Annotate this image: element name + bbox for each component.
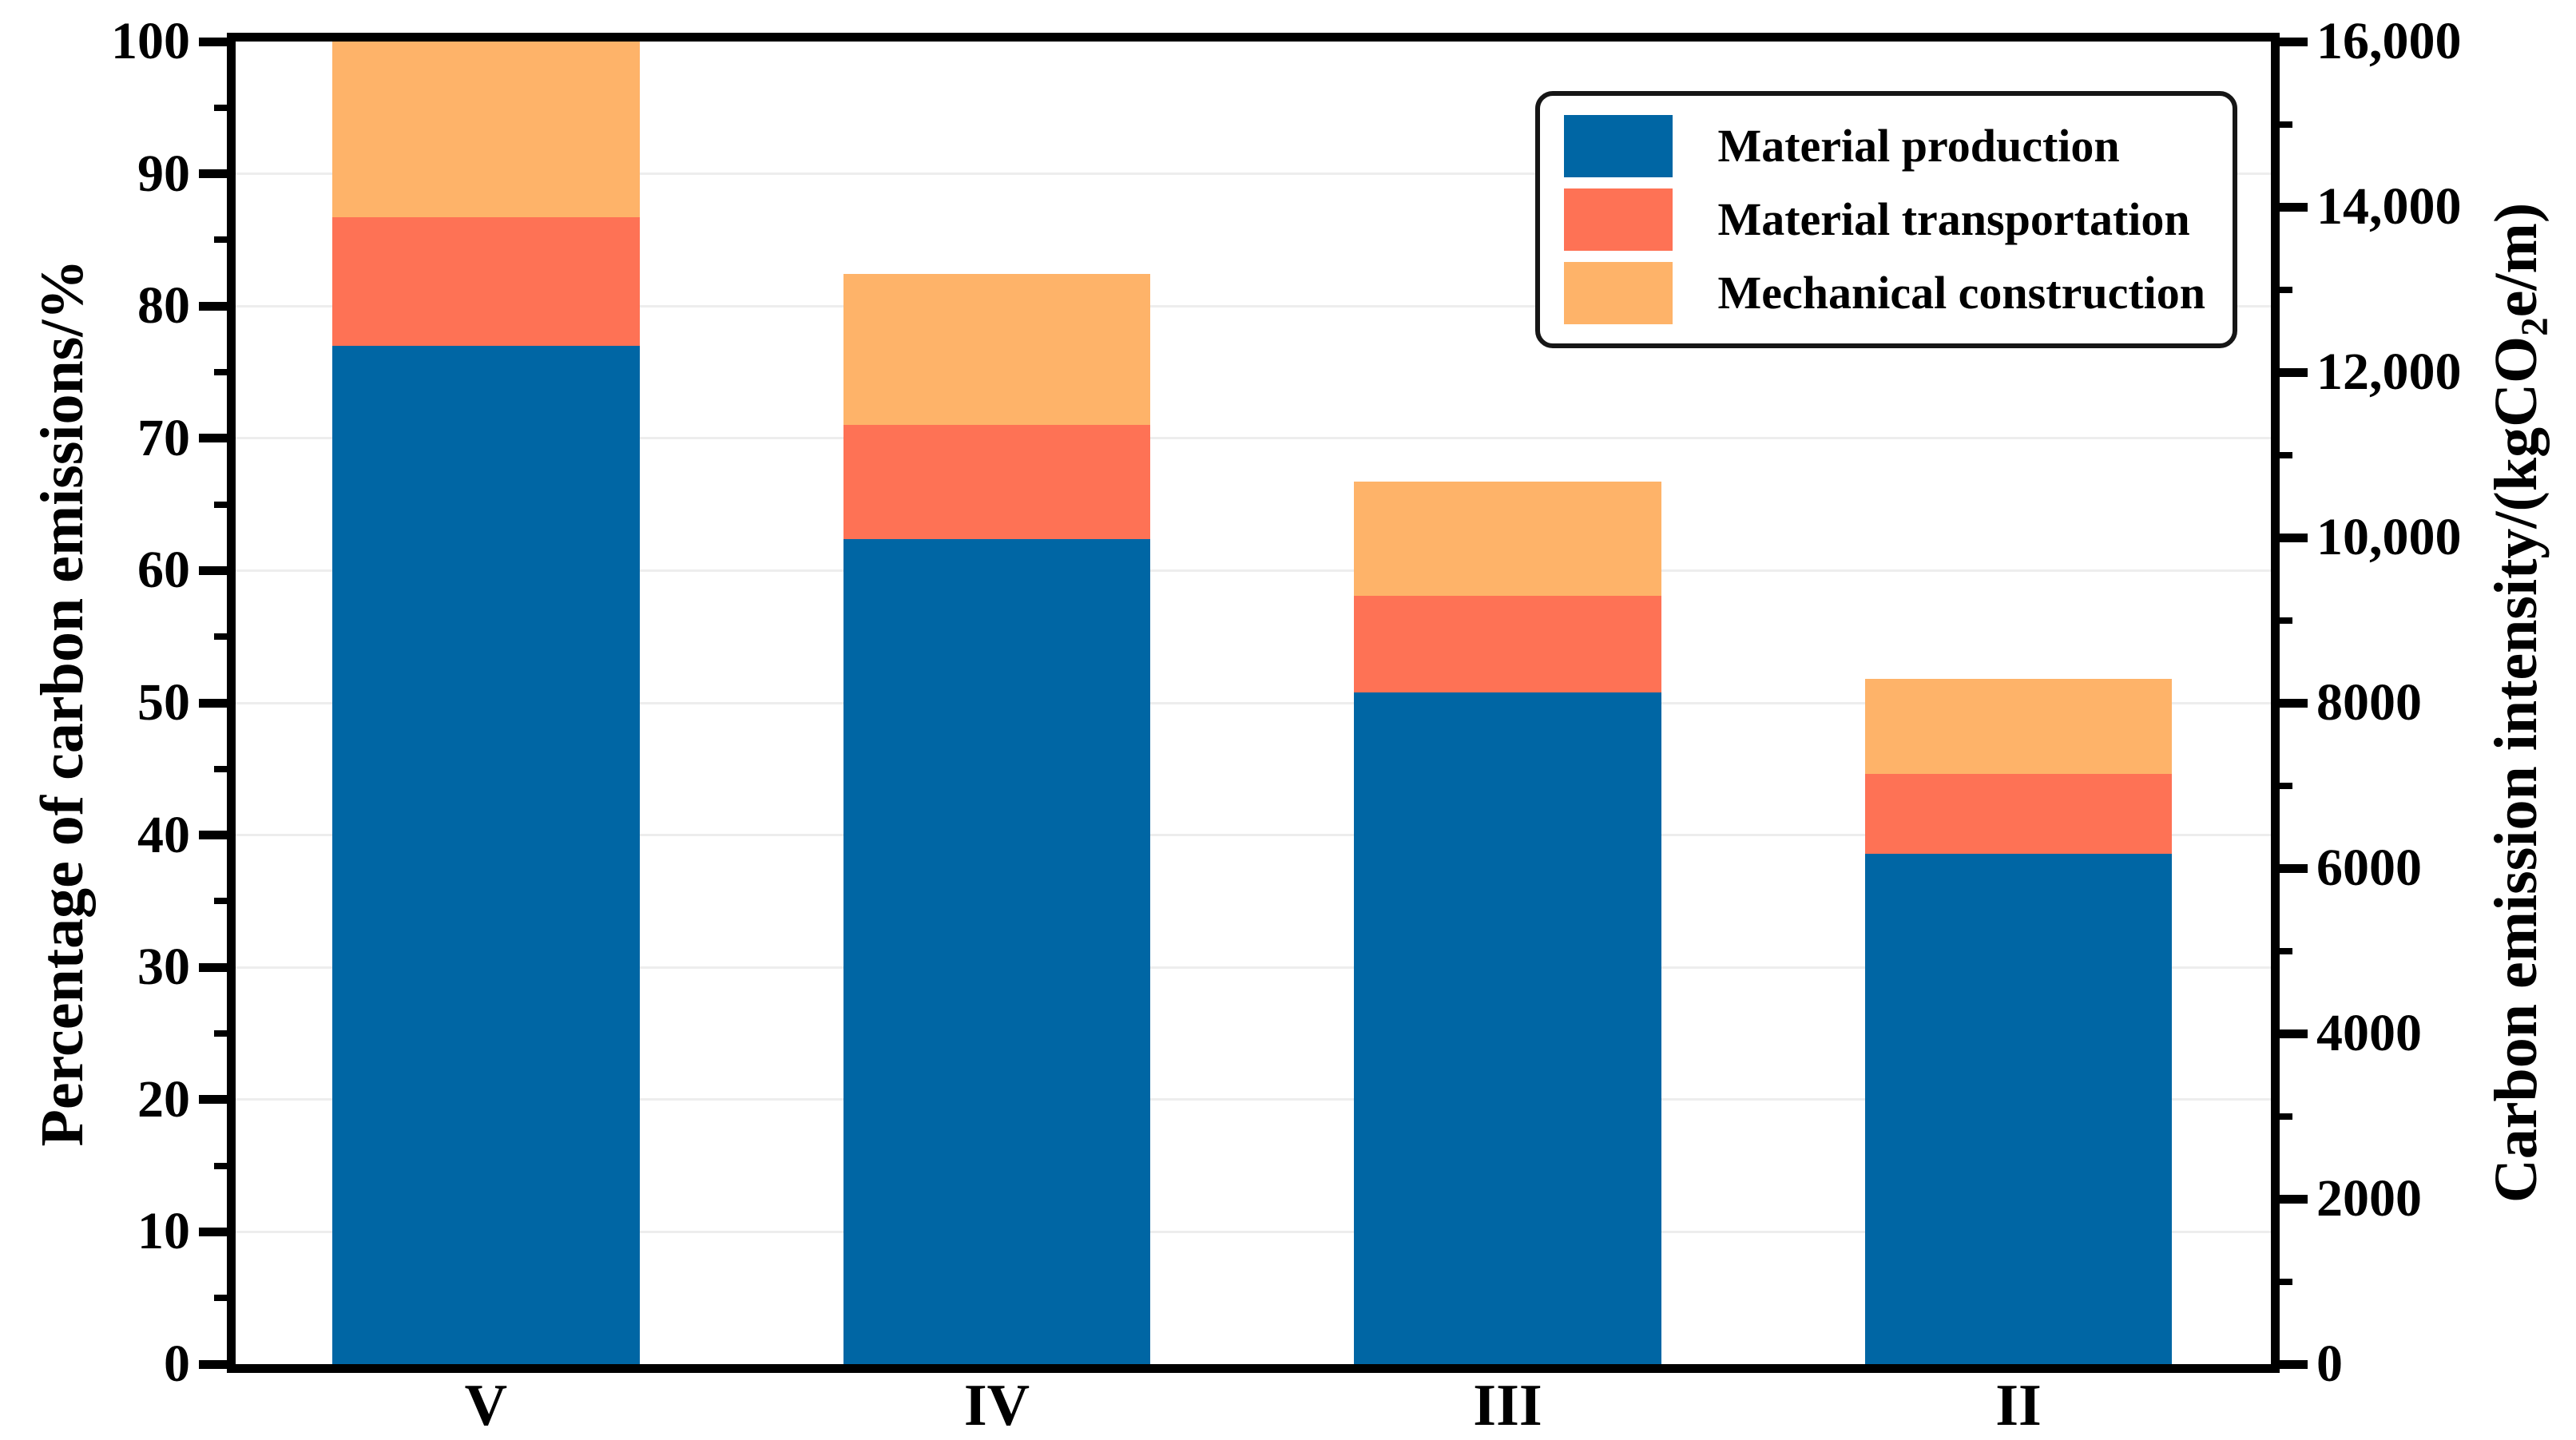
x-category-label-ii: II	[1995, 1373, 2042, 1438]
top-spine	[227, 33, 2280, 42]
bar-v-material-transportation	[332, 217, 640, 346]
right-tick-label-10-000: 10,000	[2316, 508, 2462, 566]
bar-v-material-production	[332, 345, 640, 1364]
right-major-tick-14000	[2271, 202, 2308, 212]
left-major-tick-100	[199, 37, 236, 46]
right-tick-label-6000: 6000	[2316, 839, 2422, 897]
right-tick-label-4000: 4000	[2316, 1004, 2422, 1062]
gridline-30	[236, 966, 2271, 969]
right-major-tick-0	[2271, 1359, 2308, 1369]
gridline-10	[236, 1230, 2271, 1233]
legend: Material production Material transportat…	[1535, 91, 2237, 348]
right-axis-title-prefix: Carbon emission intensity/(kgCO	[2483, 335, 2550, 1204]
bar-iii-material-production	[1354, 692, 1661, 1364]
left-minor-tick-25	[214, 1030, 236, 1037]
right-minor-tick-9000	[2271, 617, 2292, 624]
right-tick-label-16-000: 16,000	[2316, 12, 2462, 70]
left-minor-tick-55	[214, 633, 236, 641]
left-major-tick-70	[199, 434, 236, 443]
bar-iv-mechanical-construction	[843, 274, 1151, 426]
right-minor-tick-13000	[2271, 286, 2292, 293]
gridline-20	[236, 1098, 2271, 1101]
bar-ii-material-transportation	[1864, 774, 2173, 854]
left-tick-label-70: 70	[137, 408, 190, 467]
right-major-tick-12000	[2271, 367, 2308, 377]
left-tick-label-40: 40	[137, 805, 190, 864]
right-major-tick-8000	[2271, 698, 2308, 708]
right-minor-tick-11000	[2271, 451, 2292, 458]
left-major-tick-0	[199, 1359, 236, 1369]
left-minor-tick-65	[214, 501, 236, 508]
x-category-label-v: V	[464, 1373, 508, 1438]
x-category-label-iii: III	[1473, 1373, 1542, 1438]
left-tick-label-30: 30	[137, 938, 190, 997]
bar-v-mechanical-construction	[332, 42, 640, 218]
right-minor-tick-1000	[2271, 1278, 2292, 1285]
bar-ii-material-production	[1864, 853, 2173, 1364]
left-major-tick-50	[199, 698, 236, 708]
left-minor-tick-45	[214, 765, 236, 772]
right-tick-label-2000: 2000	[2316, 1169, 2422, 1228]
bar-iv-material-transportation	[843, 425, 1151, 539]
left-tick-label-50: 50	[137, 673, 190, 732]
right-tick-label-14-000: 14,000	[2316, 177, 2462, 236]
left-tick-label-100: 100	[111, 12, 190, 70]
left-major-tick-30	[199, 962, 236, 972]
left-major-tick-80	[199, 301, 236, 311]
gridline-80	[236, 304, 2271, 307]
legend-label-mechanical-construction: Mechanical construction	[1717, 267, 2205, 319]
bar-iii-mechanical-construction	[1354, 482, 1661, 596]
bar-iii-material-transportation	[1354, 595, 1661, 692]
left-minor-tick-85	[214, 236, 236, 244]
left-minor-tick-15	[214, 1162, 236, 1169]
gridline-90	[236, 173, 2271, 176]
bar-iv-material-production	[843, 538, 1151, 1364]
left-tick-label-90: 90	[137, 144, 190, 203]
legend-label-material-transportation: Material transportation	[1717, 193, 2190, 245]
x-category-label-iv: IV	[963, 1373, 1030, 1438]
legend-label-material-production: Material production	[1717, 120, 2120, 172]
right-major-tick-10000	[2271, 533, 2308, 542]
left-tick-label-10: 10	[137, 1202, 190, 1261]
left-minor-tick-75	[214, 369, 236, 375]
left-major-tick-40	[199, 831, 236, 840]
left-major-tick-90	[199, 169, 236, 179]
right-minor-tick-3000	[2271, 1113, 2292, 1120]
right-tick-label-0: 0	[2316, 1335, 2343, 1393]
right-tick-label-12-000: 12,000	[2316, 343, 2462, 401]
gridline-50	[236, 701, 2271, 704]
right-minor-tick-7000	[2271, 782, 2292, 789]
left-minor-tick-95	[214, 104, 236, 111]
legend-swatch-material-production	[1564, 115, 1673, 177]
left-tick-label-20: 20	[137, 1069, 190, 1129]
gridline-70	[236, 437, 2271, 440]
left-major-tick-60	[199, 565, 236, 575]
bar-ii-mechanical-construction	[1864, 679, 2173, 775]
left-major-tick-20	[199, 1095, 236, 1105]
right-major-tick-6000	[2271, 863, 2308, 873]
right-major-tick-2000	[2271, 1194, 2308, 1204]
right-minor-tick-15000	[2271, 121, 2292, 128]
gridline-60	[236, 569, 2271, 572]
left-tick-label-80: 80	[137, 276, 190, 335]
right-major-tick-4000	[2271, 1029, 2308, 1038]
legend-swatch-material-transportation	[1564, 188, 1673, 251]
left-minor-tick-5	[214, 1295, 236, 1302]
left-major-tick-10	[199, 1227, 236, 1236]
legend-item-mechanical-construction: Mechanical construction	[1564, 262, 2205, 324]
plot-area: Material production Material transportat…	[199, 33, 2308, 1373]
bottom-spine	[227, 1364, 2280, 1373]
legend-item-material-transportation: Material transportation	[1564, 188, 2205, 251]
right-axis-title-subscript: 2	[2514, 317, 2557, 336]
left-minor-tick-35	[214, 898, 236, 905]
legend-item-material-production: Material production	[1564, 115, 2205, 177]
left-tick-label-0: 0	[164, 1335, 190, 1393]
legend-swatch-mechanical-construction	[1564, 262, 1673, 324]
left-tick-label-60: 60	[137, 541, 190, 600]
right-tick-label-8000: 8000	[2316, 673, 2422, 732]
gridline-40	[236, 834, 2271, 837]
right-major-tick-16000	[2271, 37, 2308, 46]
right-minor-tick-5000	[2271, 947, 2292, 954]
